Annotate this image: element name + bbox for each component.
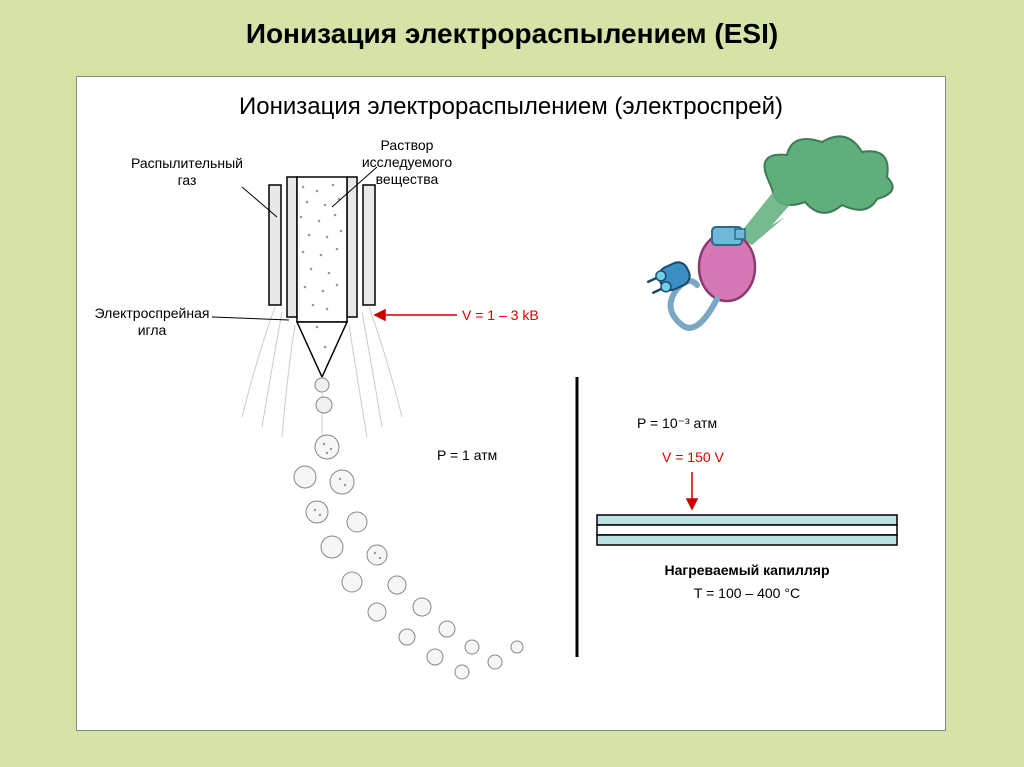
voltage-inlet-arrow	[687, 472, 697, 509]
label-esi-needle: Электроспрейнаяигла	[87, 305, 217, 339]
label-pressure-low: P = 10⁻³ атм	[637, 415, 717, 432]
diagram-area: Ионизация электрораспылением (электроспр…	[76, 76, 946, 731]
label-spray-gas: Распылительныйгаз	[127, 155, 247, 189]
label-heated-capillary: Нагреваемый капилляр	[622, 562, 872, 579]
droplet-cascade	[294, 435, 523, 679]
voltage-needle-arrow	[375, 310, 457, 320]
label-voltage-inlet: V = 150 V	[662, 449, 724, 466]
taylor-cone-droplet	[315, 378, 329, 392]
label-sample-solution: Растворисследуемоговещества	[347, 137, 467, 187]
heated-capillary	[597, 515, 897, 545]
slide: Ионизация электрораспылением (ESI) Иониз…	[0, 0, 1024, 767]
label-temperature: T = 100 – 400 °C	[622, 585, 872, 602]
label-pressure-atm: P = 1 атм	[437, 447, 497, 464]
label-voltage-needle: V = 1 – 3 kB	[462, 307, 539, 324]
page-title: Ионизация электрораспылением (ESI)	[0, 18, 1024, 50]
first-droplet	[316, 397, 332, 413]
electrospray-cartoon	[645, 136, 893, 328]
